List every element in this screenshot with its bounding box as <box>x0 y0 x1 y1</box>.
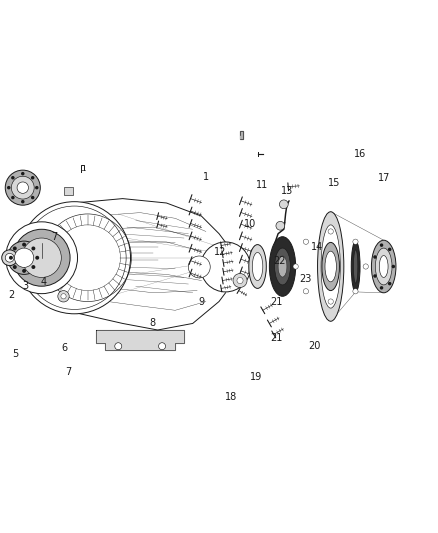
Ellipse shape <box>276 221 285 230</box>
Ellipse shape <box>17 182 28 193</box>
Text: 1: 1 <box>203 172 209 182</box>
Circle shape <box>31 176 35 180</box>
Ellipse shape <box>188 256 210 278</box>
Text: 6: 6 <box>62 343 68 353</box>
Circle shape <box>380 286 383 289</box>
Text: 5: 5 <box>12 349 18 359</box>
Ellipse shape <box>375 248 392 285</box>
Ellipse shape <box>22 238 61 278</box>
Circle shape <box>35 256 39 260</box>
Text: 7: 7 <box>65 367 71 377</box>
Circle shape <box>32 246 35 251</box>
Text: 14: 14 <box>311 242 324 252</box>
Ellipse shape <box>5 170 40 205</box>
Circle shape <box>392 265 395 268</box>
Circle shape <box>31 196 35 199</box>
Circle shape <box>328 299 333 304</box>
Text: 8: 8 <box>149 318 155 328</box>
Text: 21: 21 <box>271 333 283 343</box>
Circle shape <box>13 265 17 269</box>
Circle shape <box>353 289 358 294</box>
Text: 23: 23 <box>300 274 312 284</box>
Ellipse shape <box>269 237 296 296</box>
Circle shape <box>9 256 13 260</box>
Ellipse shape <box>14 248 34 268</box>
Ellipse shape <box>5 253 14 262</box>
Text: 20: 20 <box>308 341 321 351</box>
Ellipse shape <box>2 250 18 265</box>
Circle shape <box>328 229 333 234</box>
Text: 19: 19 <box>250 373 262 382</box>
Circle shape <box>293 264 298 269</box>
Text: 15: 15 <box>328 178 340 188</box>
Circle shape <box>11 176 14 180</box>
Polygon shape <box>240 131 243 140</box>
Ellipse shape <box>379 255 388 278</box>
Ellipse shape <box>6 222 78 294</box>
Text: 10: 10 <box>244 219 256 229</box>
Polygon shape <box>96 330 184 350</box>
Ellipse shape <box>371 240 396 293</box>
Circle shape <box>303 239 308 244</box>
Text: 13: 13 <box>281 186 293 196</box>
Ellipse shape <box>11 176 34 199</box>
Text: 9: 9 <box>198 296 205 306</box>
Ellipse shape <box>321 225 340 308</box>
Text: 11: 11 <box>256 181 268 190</box>
Circle shape <box>11 196 14 199</box>
Text: 18: 18 <box>225 392 237 402</box>
Circle shape <box>115 343 122 350</box>
Ellipse shape <box>279 200 288 209</box>
Circle shape <box>159 343 166 350</box>
Ellipse shape <box>322 243 339 290</box>
Text: 21: 21 <box>271 297 283 308</box>
Text: 16: 16 <box>354 149 366 159</box>
Circle shape <box>388 282 392 285</box>
Ellipse shape <box>13 229 70 286</box>
Ellipse shape <box>18 201 131 314</box>
Circle shape <box>21 172 25 175</box>
Bar <box>64 187 73 195</box>
Ellipse shape <box>201 242 251 292</box>
Ellipse shape <box>318 212 344 321</box>
Ellipse shape <box>237 278 243 284</box>
Circle shape <box>373 274 377 278</box>
Text: 7: 7 <box>51 232 57 242</box>
Circle shape <box>21 200 25 204</box>
Circle shape <box>32 265 35 269</box>
Text: 4: 4 <box>41 277 47 287</box>
Circle shape <box>363 264 368 269</box>
Ellipse shape <box>249 245 266 288</box>
Ellipse shape <box>278 256 287 277</box>
Circle shape <box>380 244 383 247</box>
Text: 22: 22 <box>273 256 286 266</box>
Text: 12: 12 <box>214 247 226 257</box>
Circle shape <box>13 246 17 251</box>
Ellipse shape <box>275 248 290 285</box>
Ellipse shape <box>252 253 263 280</box>
Circle shape <box>7 186 11 189</box>
Text: 3: 3 <box>22 281 28 291</box>
Ellipse shape <box>58 290 69 302</box>
Text: 17: 17 <box>378 173 391 183</box>
Ellipse shape <box>325 251 336 282</box>
Ellipse shape <box>7 241 41 274</box>
Circle shape <box>22 243 26 247</box>
Circle shape <box>22 269 26 273</box>
Circle shape <box>373 255 377 259</box>
Ellipse shape <box>353 250 358 283</box>
Circle shape <box>303 289 308 294</box>
Ellipse shape <box>351 241 360 292</box>
Circle shape <box>35 186 39 189</box>
Ellipse shape <box>233 273 247 287</box>
Text: 2: 2 <box>8 290 14 300</box>
Circle shape <box>353 239 358 244</box>
Circle shape <box>388 248 392 251</box>
Ellipse shape <box>61 294 66 299</box>
